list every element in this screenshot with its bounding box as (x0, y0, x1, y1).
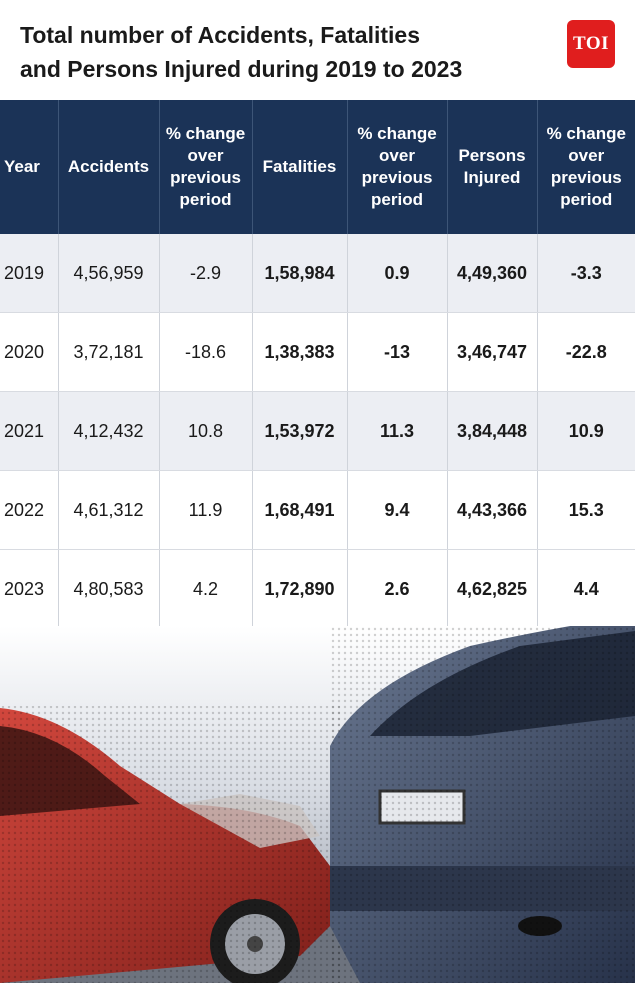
cell-injured: 4,62,825 (447, 549, 538, 629)
toi-logo: TOI (567, 20, 615, 68)
cell-fatalities: 1,38,383 (252, 312, 348, 392)
cell-pct-injured: -22.8 (537, 312, 635, 392)
cell-injured: 3,84,448 (447, 391, 538, 471)
blue-car (330, 626, 635, 983)
cell-pct-fatalities: 11.3 (347, 391, 448, 471)
title-line-2: and Persons Injured during 2019 to 2023 (20, 56, 463, 82)
page-title: Total number of Accidents, Fatalities an… (20, 18, 540, 86)
col-header-pct-accidents: % change over previous period (159, 100, 253, 234)
table-row: 2023 4,80,583 4.2 1,72,890 2.6 4,62,825 … (0, 549, 635, 629)
cell-pct-accidents: -18.6 (159, 312, 253, 392)
cell-pct-injured: -3.3 (537, 234, 635, 313)
table-row: 2019 4,56,959 -2.9 1,58,984 0.9 4,49,360… (0, 234, 635, 313)
cell-fatalities: 1,58,984 (252, 234, 348, 313)
table-header-row: Year Accidents % change over previous pe… (0, 100, 635, 234)
header: Total number of Accidents, Fatalities an… (0, 0, 635, 100)
cell-pct-accidents: -2.9 (159, 234, 253, 313)
cell-pct-injured: 15.3 (537, 470, 635, 550)
cell-accidents: 3,72,181 (58, 312, 160, 392)
cell-injured: 4,49,360 (447, 234, 538, 313)
cell-accidents: 4,80,583 (58, 549, 160, 629)
cell-pct-fatalities: 2.6 (347, 549, 448, 629)
cell-year: 2023 (0, 549, 59, 629)
col-header-accidents: Accidents (58, 100, 160, 234)
cell-fatalities: 1,72,890 (252, 549, 348, 629)
table-row: 2021 4,12,432 10.8 1,53,972 11.3 3,84,44… (0, 391, 635, 471)
cell-year: 2019 (0, 234, 59, 313)
cell-injured: 4,43,366 (447, 470, 538, 550)
title-line-1: Total number of Accidents, Fatalities (20, 22, 421, 48)
cell-year: 2021 (0, 391, 59, 471)
table-row: 2020 3,72,181 -18.6 1,38,383 -13 3,46,74… (0, 312, 635, 392)
cell-pct-fatalities: -13 (347, 312, 448, 392)
cell-pct-fatalities: 9.4 (347, 470, 448, 550)
cell-pct-injured: 10.9 (537, 391, 635, 471)
cell-pct-accidents: 11.9 (159, 470, 253, 550)
col-header-year: Year (0, 100, 59, 234)
accidents-table: Year Accidents % change over previous pe… (0, 100, 635, 629)
col-header-fatalities: Fatalities (252, 100, 348, 234)
cell-injured: 3,46,747 (447, 312, 538, 392)
cell-pct-accidents: 4.2 (159, 549, 253, 629)
col-header-injured: Persons Injured (447, 100, 538, 234)
cell-accidents: 4,61,312 (58, 470, 160, 550)
cell-pct-fatalities: 0.9 (347, 234, 448, 313)
cell-year: 2022 (0, 470, 59, 550)
cell-pct-accidents: 10.8 (159, 391, 253, 471)
cell-year: 2020 (0, 312, 59, 392)
cell-fatalities: 1,68,491 (252, 470, 348, 550)
cell-accidents: 4,12,432 (58, 391, 160, 471)
col-header-pct-injured: % change over previous period (537, 100, 635, 234)
table-row: 2022 4,61,312 11.9 1,68,491 9.4 4,43,366… (0, 470, 635, 550)
car-crash-illustration (0, 626, 635, 983)
col-header-pct-fatalities: % change over previous period (347, 100, 448, 234)
cell-pct-injured: 4.4 (537, 549, 635, 629)
red-car (0, 706, 340, 983)
cell-fatalities: 1,53,972 (252, 391, 348, 471)
cell-accidents: 4,56,959 (58, 234, 160, 313)
